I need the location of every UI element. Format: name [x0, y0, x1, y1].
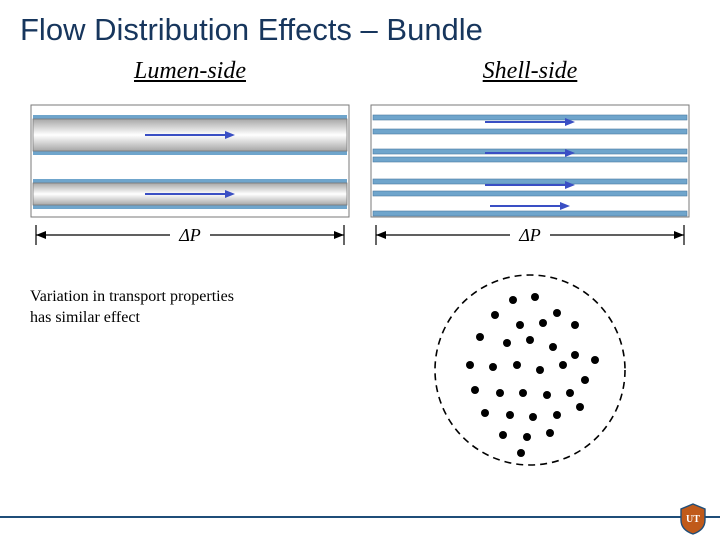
svg-text:UT: UT: [686, 514, 700, 525]
transport-note: Variation in transport propertieshas sim…: [30, 287, 234, 329]
lumen-diagram: ΔP: [30, 97, 350, 257]
ut-badge-icon: UT: [678, 502, 708, 536]
cross-section-diagram: [425, 265, 635, 475]
footer-rule: [0, 516, 720, 518]
right-column: Shell-side ΔP: [370, 58, 690, 475]
svg-text:ΔP: ΔP: [178, 225, 201, 245]
columns: Lumen-side ΔP Variation in transport pro…: [0, 48, 720, 475]
shell-diagram: ΔP: [370, 97, 690, 257]
shell-heading: Shell-side: [483, 58, 578, 85]
page-title: Flow Distribution Effects – Bundle: [0, 0, 720, 48]
left-column: Lumen-side ΔP Variation in transport pro…: [30, 58, 350, 475]
lumen-heading: Lumen-side: [134, 58, 246, 85]
svg-text:ΔP: ΔP: [518, 225, 541, 245]
